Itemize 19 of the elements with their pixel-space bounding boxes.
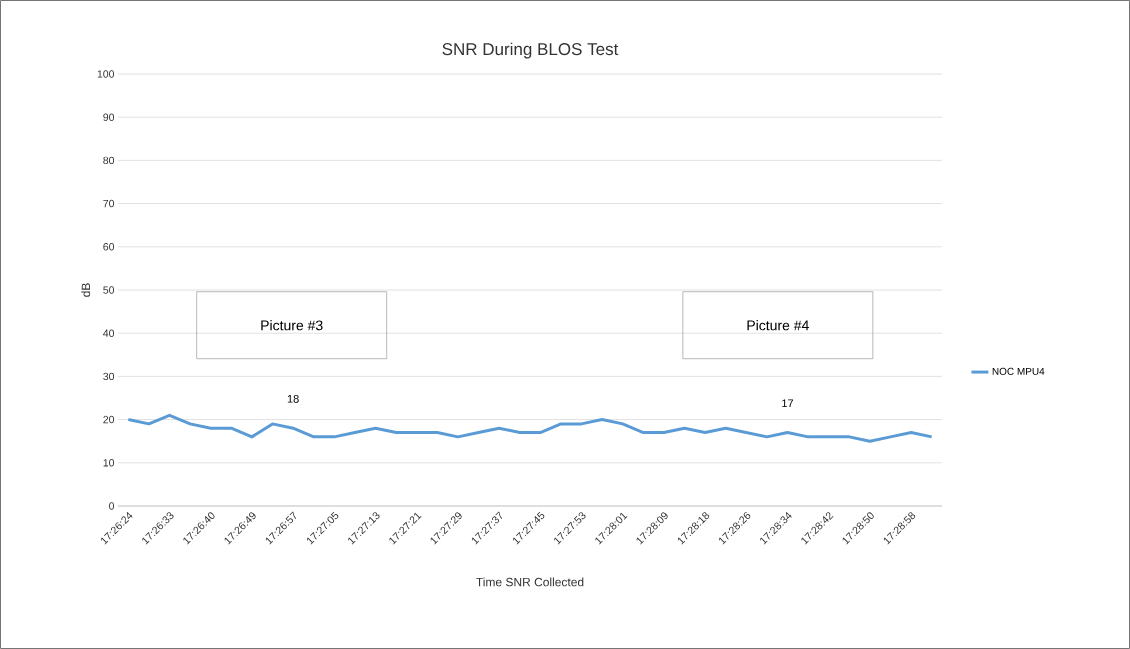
y-tick-label: 100 [97,70,115,78]
y-axis-title: dB [81,283,91,297]
y-tick-label: 80 [103,156,115,165]
chart-title: SNR During BLOS Test [442,42,619,59]
y-tick-label: 10 [103,459,115,467]
y-tick-label: 0 [109,502,115,510]
annotation: 17 [782,399,794,408]
annotation: Picture #3 [261,320,323,331]
y-tick-label: 70 [103,199,115,208]
annotation: Picture #4 [747,320,809,331]
y-tick-label: 90 [103,113,115,121]
y-tick-label: 40 [103,329,115,337]
annotation: 18 [287,394,299,403]
y-tick-label: 30 [103,372,115,381]
y-tick-label: 50 [103,286,115,294]
legend-label: NOC MPU4 [992,367,1045,375]
y-tick-label: 20 [103,415,115,424]
y-tick-label: 60 [103,243,115,251]
x-axis-title: Time SNR Collected [476,577,584,587]
